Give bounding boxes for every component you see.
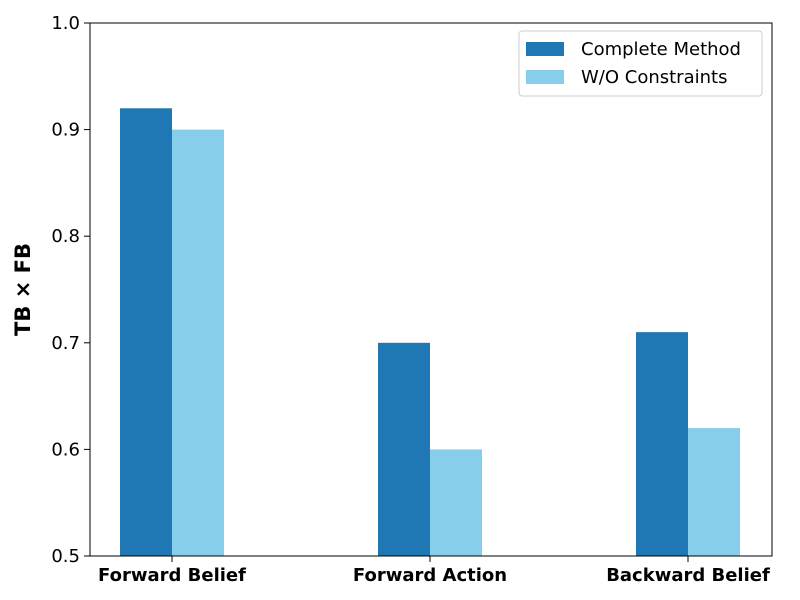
x-category-label: Backward Belief [606, 565, 770, 586]
y-tick-label: 0.9 [51, 120, 80, 141]
legend-label: Complete Method [581, 39, 741, 60]
legend-label: W/O Constraints [581, 67, 727, 88]
y-axis-title: TB × FB [11, 243, 35, 336]
y-axis: 0.5 0.6 0.7 0.8 0.9 1.0 [51, 13, 90, 567]
legend: Complete Method W/O Constraints [518, 30, 763, 97]
bar-complete-method-2 [378, 342, 430, 556]
y-tick-label: 0.5 [51, 546, 80, 567]
bars-group [120, 108, 740, 556]
bar-wo-constraints-1 [172, 129, 224, 556]
plot-frame [89, 22, 773, 557]
bar-complete-method-1 [120, 108, 172, 556]
bar-wo-constraints-2 [430, 449, 482, 556]
x-category-label: Forward Action [353, 565, 507, 586]
y-tick-label: 1.0 [51, 13, 80, 34]
legend-swatch [526, 42, 564, 56]
x-category-label: Forward Belief [98, 565, 246, 586]
legend-swatch [526, 70, 564, 84]
legend-box [518, 30, 763, 97]
y-tick-label: 0.8 [51, 226, 80, 247]
y-tick-label: 0.7 [51, 333, 80, 354]
x-axis: Forward Belief Forward Action Backward Bel… [98, 556, 770, 586]
y-tick-label: 0.6 [51, 439, 80, 460]
bar-complete-method-3 [636, 332, 688, 556]
bar-wo-constraints-3 [688, 428, 740, 556]
